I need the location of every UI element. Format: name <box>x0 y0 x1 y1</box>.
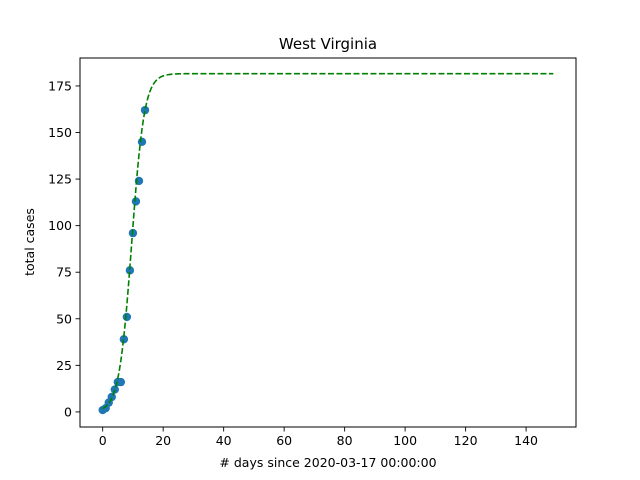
chart-title: West Virginia <box>279 35 377 53</box>
y-axis-label: total cases <box>22 208 37 276</box>
data-point <box>137 137 147 147</box>
y-tick-label: 75 <box>56 265 72 280</box>
data-point <box>107 392 116 402</box>
x-axis-label: # days since 2020-03-17 00:00:00 <box>219 455 436 470</box>
x-tick-label: 20 <box>155 433 171 448</box>
x-tick-label: 140 <box>514 433 538 448</box>
x-tick-label: 100 <box>393 433 417 448</box>
data-point <box>119 335 129 344</box>
data-point <box>110 385 119 394</box>
y-tick-label: 50 <box>56 311 72 326</box>
data-point <box>125 266 135 275</box>
x-axis-ticks: 0 20 40 60 80 100 120 140 <box>99 427 538 448</box>
data-point <box>131 197 141 206</box>
x-tick-label: 120 <box>454 433 478 448</box>
data-point <box>122 312 132 322</box>
x-tick-label: 40 <box>216 433 232 448</box>
x-tick-label: 0 <box>99 433 107 448</box>
y-tick-label: 25 <box>56 358 72 373</box>
plot-area <box>98 72 554 415</box>
y-tick-label: 100 <box>48 218 72 233</box>
data-point <box>140 105 150 115</box>
data-point <box>116 377 126 387</box>
y-axis-ticks: 0 25 50 75 100 125 150 175 <box>48 78 80 419</box>
fit-curve <box>102 72 554 410</box>
x-tick-label: 60 <box>276 433 292 448</box>
y-tick-label: 125 <box>48 172 72 187</box>
y-tick-label: 150 <box>48 125 72 140</box>
axes-frame <box>79 57 577 428</box>
y-tick-label: 175 <box>48 78 72 93</box>
x-tick-label: 80 <box>337 433 353 448</box>
y-tick-label: 0 <box>64 404 72 419</box>
